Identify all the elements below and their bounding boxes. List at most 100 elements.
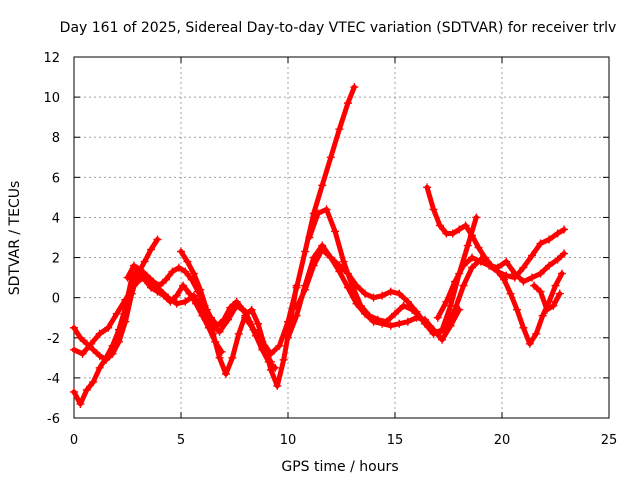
x-tick-labels: 0 5 10 15 20 25 bbox=[70, 433, 617, 448]
y-tick-label: 4 bbox=[52, 211, 60, 226]
y-tick-label: 2 bbox=[52, 252, 60, 267]
data-point bbox=[536, 269, 545, 278]
data-point bbox=[172, 299, 181, 308]
series-track-k bbox=[433, 249, 569, 322]
data-point bbox=[408, 305, 417, 314]
series-track-a bbox=[70, 265, 226, 408]
data-point bbox=[301, 285, 310, 294]
data-point bbox=[442, 297, 451, 306]
data-point bbox=[459, 281, 468, 290]
data-point bbox=[196, 285, 205, 294]
data-point bbox=[104, 323, 113, 332]
data-point bbox=[258, 337, 267, 346]
data-point bbox=[356, 301, 365, 310]
grid-lines bbox=[74, 57, 609, 418]
data-point bbox=[202, 305, 211, 314]
y-tick-label: 8 bbox=[52, 131, 60, 146]
data-point bbox=[179, 281, 188, 290]
data-point bbox=[519, 263, 528, 272]
data-point bbox=[510, 269, 519, 278]
data-point bbox=[241, 313, 250, 322]
data-point bbox=[174, 263, 183, 272]
x-tick-label: 5 bbox=[177, 433, 185, 448]
data-point bbox=[463, 241, 472, 250]
plot-frame bbox=[73, 56, 610, 419]
y-tick-label: 12 bbox=[43, 51, 60, 66]
data-point bbox=[129, 281, 138, 290]
x-tick-label: 25 bbox=[601, 433, 618, 448]
data-point bbox=[247, 305, 256, 314]
data-point bbox=[309, 261, 318, 270]
data-point bbox=[95, 351, 104, 360]
data-point bbox=[545, 261, 554, 270]
data-point bbox=[284, 317, 292, 326]
data-point bbox=[527, 251, 536, 260]
axis-ticks bbox=[73, 56, 610, 419]
data-point bbox=[305, 233, 314, 242]
data-point bbox=[506, 289, 515, 298]
y-tick-label: 0 bbox=[52, 292, 60, 307]
data-point bbox=[129, 261, 138, 270]
data-point bbox=[560, 225, 569, 234]
data-point bbox=[433, 313, 442, 322]
series-line bbox=[242, 84, 357, 357]
data-point bbox=[89, 377, 98, 386]
data-point bbox=[448, 229, 457, 238]
data-point bbox=[279, 355, 288, 364]
data-point bbox=[525, 339, 534, 348]
data-point bbox=[318, 181, 327, 190]
data-point bbox=[502, 257, 511, 266]
data-point bbox=[318, 245, 327, 254]
data-point bbox=[530, 281, 539, 290]
data-point bbox=[292, 283, 301, 292]
data-point bbox=[266, 365, 275, 374]
data-point bbox=[386, 321, 395, 330]
series-track-b bbox=[70, 235, 162, 364]
data-point bbox=[339, 257, 348, 266]
data-point bbox=[142, 271, 151, 280]
data-point bbox=[155, 281, 164, 290]
data-point bbox=[108, 349, 117, 358]
data-point bbox=[76, 333, 85, 342]
data-point bbox=[189, 291, 198, 300]
data-point bbox=[395, 289, 404, 298]
data-point bbox=[361, 289, 370, 298]
data-point bbox=[560, 249, 569, 258]
data-point bbox=[557, 269, 566, 278]
data-point bbox=[485, 261, 494, 270]
data-point bbox=[226, 303, 235, 312]
data-point bbox=[468, 263, 477, 272]
series-track-e bbox=[177, 247, 301, 390]
data-point bbox=[172, 291, 181, 300]
data-point bbox=[551, 281, 560, 290]
data-point bbox=[89, 345, 98, 354]
data-point bbox=[76, 399, 85, 408]
data-point bbox=[234, 329, 243, 338]
data-point bbox=[468, 253, 477, 262]
data-point bbox=[542, 305, 551, 314]
data-point bbox=[181, 267, 190, 276]
data-point bbox=[232, 297, 241, 306]
data-series bbox=[70, 83, 569, 408]
data-point bbox=[343, 99, 352, 108]
data-point bbox=[442, 323, 451, 332]
data-point bbox=[209, 329, 218, 338]
data-point bbox=[545, 235, 554, 244]
data-point bbox=[121, 317, 130, 326]
data-point bbox=[215, 327, 224, 336]
data-point bbox=[373, 315, 382, 324]
x-tick-label: 10 bbox=[280, 433, 297, 448]
data-point bbox=[369, 293, 378, 302]
data-point bbox=[365, 311, 374, 320]
data-point bbox=[275, 341, 284, 350]
data-point bbox=[78, 349, 87, 358]
data-point bbox=[177, 247, 185, 256]
x-tick-label: 20 bbox=[494, 433, 511, 448]
data-point bbox=[429, 205, 438, 214]
data-point bbox=[425, 321, 434, 330]
data-point bbox=[215, 353, 224, 362]
data-point bbox=[532, 329, 541, 338]
data-point bbox=[468, 231, 477, 240]
data-point bbox=[140, 257, 149, 266]
data-point bbox=[301, 247, 310, 256]
